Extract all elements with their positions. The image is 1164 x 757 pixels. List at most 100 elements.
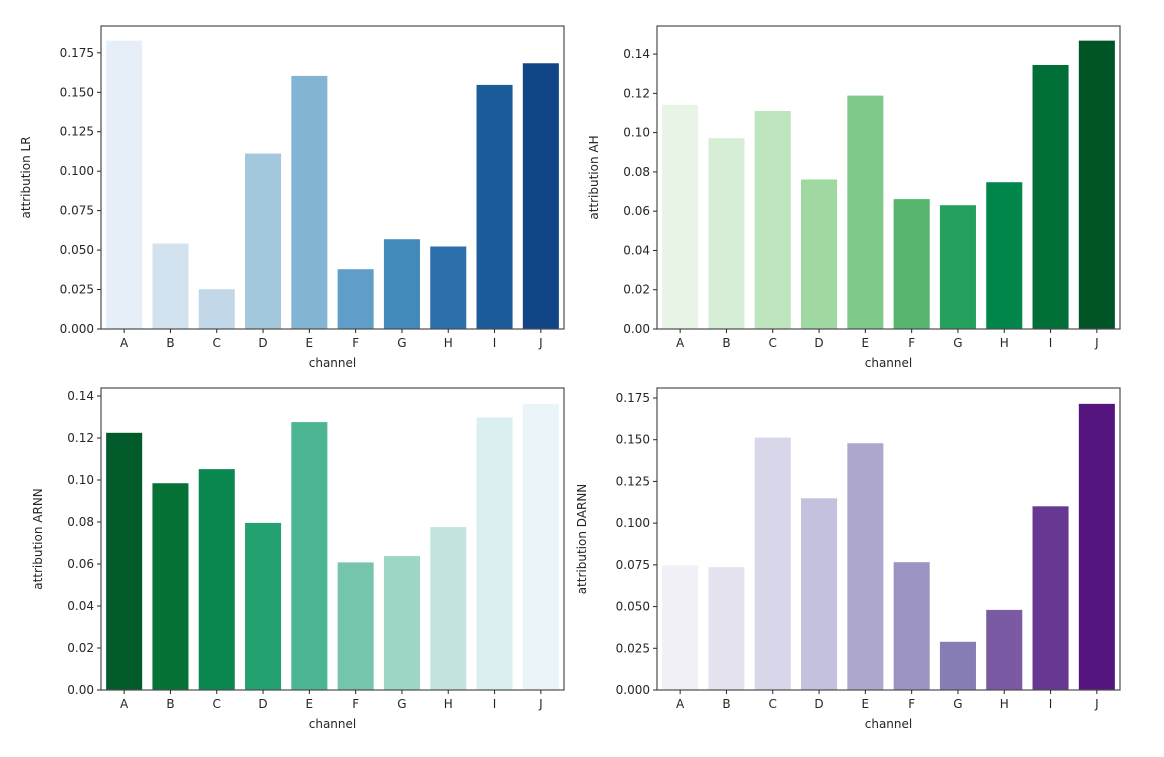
axes-frame xyxy=(656,387,1121,691)
subplot-arnn: 0.00 0.02 0.04 0.06 0.08 0.10 0.12 0.14 A B C D E F G H… xyxy=(31,387,565,731)
x-tick-label: F xyxy=(352,697,359,711)
y-tick-label: 0.000 xyxy=(60,322,94,336)
y-tick-label: 0.100 xyxy=(616,516,650,530)
bar-lr-j xyxy=(521,62,560,330)
bar-darnn-g xyxy=(938,640,977,691)
bar-ah-g xyxy=(938,204,977,330)
y-tick-label: 0.075 xyxy=(616,558,650,572)
bar-arnn-c xyxy=(197,468,236,691)
bar-darnn-b xyxy=(707,566,746,691)
y-tick-label: 0.125 xyxy=(616,474,650,488)
axes-frame xyxy=(656,25,1121,330)
x-tick-label: G xyxy=(953,697,962,711)
bar-lr-e xyxy=(290,74,329,330)
bar-lr-d xyxy=(244,152,283,330)
x-tick-label: I xyxy=(1049,697,1053,711)
y-tick-label: 0.08 xyxy=(67,515,94,529)
bar-darnn-f xyxy=(892,561,931,691)
x-tick-label: C xyxy=(213,336,221,350)
subplot-lr: 0.000 0.025 0.050 0.075 0.100 0.125 0.150 0.175… xyxy=(19,25,565,370)
y-tick-label: 0.00 xyxy=(67,683,94,697)
x-tick-label: G xyxy=(953,336,962,350)
y-tick-label: 0.04 xyxy=(67,599,94,613)
bar-arnn-h xyxy=(429,526,468,691)
subplot-ah: 0.00 0.02 0.04 0.06 0.08 0.10 0.12 0.14 A B C D E F G H… xyxy=(587,25,1121,370)
y-tick-label: 0.050 xyxy=(60,243,94,257)
x-axis-label: channel xyxy=(309,717,356,731)
y-tick-label: 0.175 xyxy=(60,46,94,60)
bar-darnn-e xyxy=(846,442,885,691)
x-tick-label: B xyxy=(166,697,174,711)
y-tick-label: 0.150 xyxy=(616,433,650,447)
y-tick-label: 0.025 xyxy=(616,641,650,655)
bar-lr-c xyxy=(197,288,236,330)
bar-lr-h xyxy=(429,245,468,330)
bar-arnn-a xyxy=(105,431,144,691)
x-tick-label: J xyxy=(538,697,543,711)
y-tick-label: 0.175 xyxy=(616,391,650,405)
bar-lr-a xyxy=(105,39,144,330)
x-axis-label: channel xyxy=(309,356,356,370)
y-tick-label: 0.10 xyxy=(67,473,94,487)
x-tick-label: E xyxy=(862,336,870,350)
x-tick-label: J xyxy=(1094,697,1099,711)
x-tick-label: B xyxy=(166,336,174,350)
x-tick-label: I xyxy=(493,336,497,350)
x-tick-label: I xyxy=(493,697,497,711)
x-tick-label: C xyxy=(213,697,221,711)
y-tick-label: 0.08 xyxy=(623,165,650,179)
bar-ah-a xyxy=(661,103,700,330)
y-tick-label: 0.04 xyxy=(623,243,650,257)
x-tick-label: J xyxy=(1094,336,1099,350)
bar-lr-g xyxy=(382,238,421,330)
y-tick-label: 0.06 xyxy=(67,557,94,571)
x-tick-label: D xyxy=(814,697,823,711)
bar-arnn-g xyxy=(382,555,421,691)
x-tick-label: F xyxy=(908,336,915,350)
x-tick-label: F xyxy=(352,336,359,350)
x-tick-label: A xyxy=(676,336,685,350)
subplot-darnn: 0.000 0.025 0.050 0.075 0.100 0.125 0.150 0.175… xyxy=(575,387,1121,731)
bar-darnn-c xyxy=(753,436,792,691)
bar-lr-f xyxy=(336,268,375,330)
bar-ah-i xyxy=(1031,63,1070,330)
bar-ah-b xyxy=(707,137,746,330)
bar-ah-e xyxy=(846,94,885,330)
bar-darnn-j xyxy=(1077,402,1116,691)
bar-arnn-d xyxy=(244,521,283,691)
x-axis-label: channel xyxy=(865,717,912,731)
y-tick-label: 0.14 xyxy=(67,389,94,403)
axes-frame xyxy=(100,25,565,330)
bar-arnn-i xyxy=(475,416,514,691)
y-tick-label: 0.02 xyxy=(67,641,94,655)
y-tick-label: 0.10 xyxy=(623,126,650,140)
x-tick-label: H xyxy=(1000,697,1009,711)
y-tick-label: 0.00 xyxy=(623,322,650,336)
bar-arnn-j xyxy=(521,402,560,691)
x-axis-label: channel xyxy=(865,356,912,370)
y-axis-label: attribution AH xyxy=(587,135,601,219)
x-tick-label: A xyxy=(120,697,129,711)
bar-darnn-i xyxy=(1031,505,1070,691)
x-tick-label: H xyxy=(444,336,453,350)
axes-frame xyxy=(100,387,565,691)
bar-ah-j xyxy=(1077,39,1116,330)
bar-darnn-a xyxy=(661,564,700,691)
bar-arnn-e xyxy=(290,421,329,691)
x-tick-label: A xyxy=(120,336,129,350)
bar-ah-h xyxy=(985,181,1024,330)
y-tick-label: 0.14 xyxy=(623,47,650,61)
y-axis-label: attribution ARNN xyxy=(31,488,45,590)
y-tick-label: 0.075 xyxy=(60,204,94,218)
y-tick-label: 0.02 xyxy=(623,283,650,297)
y-tick-label: 0.125 xyxy=(60,125,94,139)
x-tick-label: C xyxy=(769,697,777,711)
y-axis-label: attribution LR xyxy=(19,136,33,218)
x-tick-label: C xyxy=(769,336,777,350)
bar-darnn-d xyxy=(800,497,839,691)
bar-ah-f xyxy=(892,198,931,330)
x-tick-label: D xyxy=(258,336,267,350)
bar-darnn-h xyxy=(985,608,1024,691)
x-tick-label: F xyxy=(908,697,915,711)
